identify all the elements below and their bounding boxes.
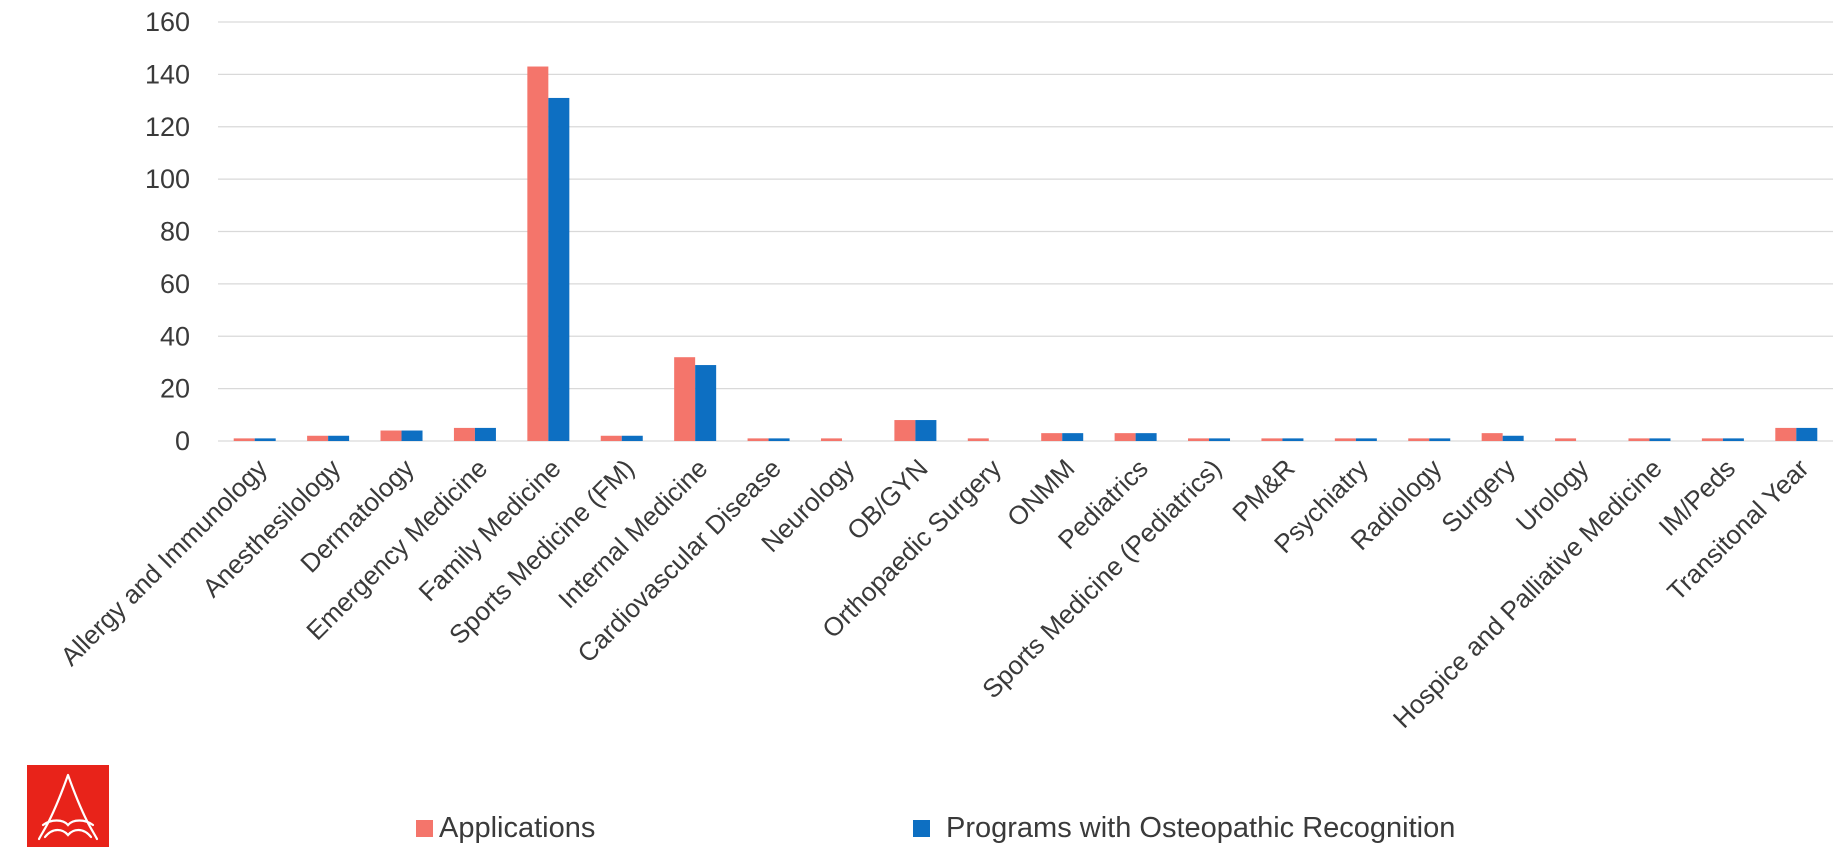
bar-applications — [747, 438, 769, 441]
bar-programs — [1429, 438, 1451, 441]
y-tick-label: 20 — [160, 374, 190, 404]
legend-item-applications: Applications — [416, 812, 595, 845]
bar-applications — [527, 66, 549, 442]
bar-applications — [1555, 438, 1577, 441]
bar-applications — [1114, 433, 1136, 441]
bar-applications — [967, 438, 989, 441]
bar-programs — [915, 420, 937, 441]
legend-label-applications: Applications — [439, 812, 596, 844]
y-tick-label: 0 — [175, 426, 190, 456]
aoa-logo-icon — [27, 765, 109, 847]
y-tick-label: 60 — [160, 269, 190, 299]
gridlines — [218, 21, 1833, 442]
bar-programs — [254, 438, 276, 441]
y-tick-label: 80 — [160, 217, 190, 247]
bar-applications — [380, 430, 402, 441]
bar-applications — [453, 427, 475, 441]
x-tick-label: Hospice and Palliative Medicine — [1387, 453, 1668, 734]
bar-applications — [674, 357, 696, 441]
bar-programs — [1355, 438, 1377, 441]
y-tick-label: 40 — [160, 321, 190, 351]
bar-programs — [1502, 435, 1524, 441]
bar-applications — [894, 420, 916, 441]
y-tick-label: 160 — [145, 7, 190, 37]
bar-applications — [1041, 433, 1063, 441]
bar-applications — [820, 438, 842, 441]
bar-programs — [328, 435, 350, 441]
bar-programs — [695, 365, 717, 441]
bar-applications — [233, 438, 255, 441]
bar-applications — [1334, 438, 1356, 441]
bars — [233, 66, 1818, 442]
bar-programs — [621, 435, 643, 441]
bar-programs — [1062, 433, 1084, 441]
y-tick-label: 100 — [145, 164, 190, 194]
legend-label-programs: Programs with Osteopathic Recognition — [946, 812, 1456, 844]
logo-mark — [37, 773, 99, 841]
legend-item-programs: Programs with Osteopathic Recognition — [913, 812, 1455, 845]
bar-applications — [1701, 438, 1723, 441]
bar-applications — [1408, 438, 1430, 441]
y-tick-label: 120 — [145, 112, 190, 142]
y-tick-label: 140 — [145, 59, 190, 89]
bar-programs — [768, 438, 790, 441]
logo-background — [27, 765, 109, 847]
bar-chart: 0 20 40 60 80 100 120 140 160 Allergy and Immuno… — [55, 7, 1833, 734]
legend-swatch-applications — [416, 820, 433, 837]
legend-swatch-programs — [913, 820, 930, 837]
bar-programs — [1282, 438, 1304, 441]
bar-programs — [474, 427, 496, 441]
bar-applications — [1775, 427, 1797, 441]
y-axis-ticks: 0 20 40 60 80 100 120 140 160 — [145, 7, 190, 456]
bar-applications — [1188, 438, 1210, 441]
bar-programs — [1209, 438, 1231, 441]
bar-applications — [1628, 438, 1650, 441]
bar-applications — [307, 435, 329, 441]
bar-programs — [1135, 433, 1157, 441]
bar-applications — [600, 435, 622, 441]
bar-programs — [1722, 438, 1744, 441]
bar-programs — [1649, 438, 1671, 441]
x-tick-label: Surgery — [1435, 453, 1521, 539]
bar-applications — [1481, 433, 1503, 441]
x-axis-labels: Allergy and ImmunologyAnesthesilologyDer… — [55, 453, 1815, 734]
bar-programs — [401, 430, 423, 441]
bar-applications — [1261, 438, 1283, 441]
bar-programs — [1796, 427, 1818, 441]
bar-programs — [548, 97, 570, 441]
